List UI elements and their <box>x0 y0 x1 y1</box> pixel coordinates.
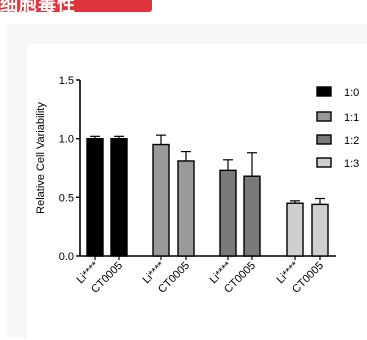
y-tick-label: 0.0 <box>59 251 74 263</box>
bar <box>286 202 304 257</box>
y-tick-label: 1.0 <box>59 134 74 146</box>
legend-label: 1:2 <box>344 135 359 147</box>
y-tick-label: 0.5 <box>59 192 74 204</box>
y-tick-label: 1.5 <box>59 75 74 87</box>
bar <box>177 160 195 257</box>
banner-title: 细胞毒性 <box>0 0 76 12</box>
bar <box>311 203 329 257</box>
bar <box>152 143 170 257</box>
section-banner: 细胞毒性 <box>0 0 152 12</box>
legend-swatch <box>316 157 332 168</box>
legend-swatch <box>316 111 332 122</box>
legend-label: 1:1 <box>344 112 359 124</box>
bar <box>219 169 237 257</box>
legend-swatch <box>316 86 332 97</box>
chart-panel <box>7 24 367 340</box>
bar <box>243 175 261 257</box>
bar <box>110 137 128 257</box>
legend-label: 1:3 <box>344 158 359 170</box>
y-axis-label: Relative Cell Variability <box>35 102 47 214</box>
chart-area <box>27 44 367 340</box>
legend-swatch <box>316 134 332 145</box>
legend-label: 1:0 <box>344 87 359 99</box>
bar <box>86 137 104 257</box>
